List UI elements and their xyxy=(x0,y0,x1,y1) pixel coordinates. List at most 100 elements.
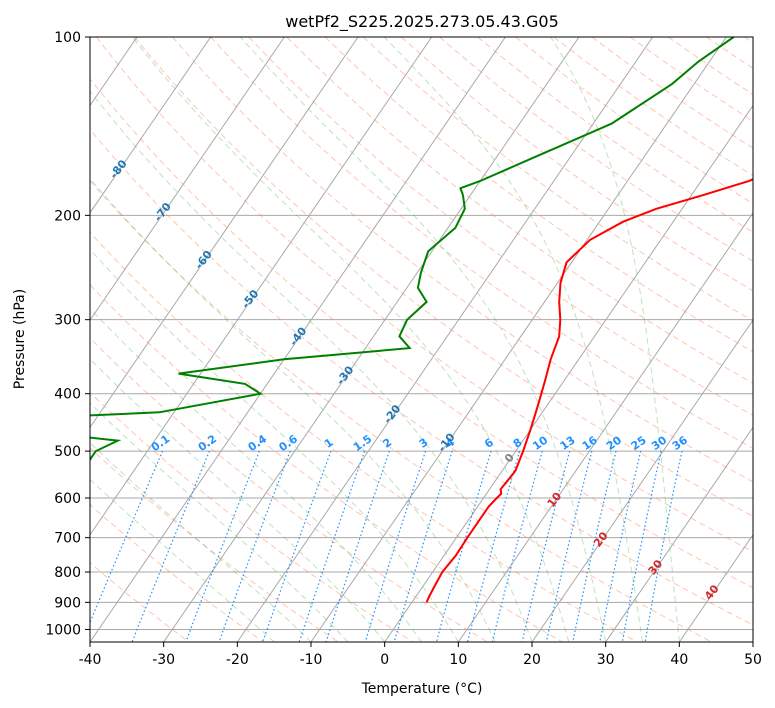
y-tick-label: 800 xyxy=(54,565,81,581)
mixing-ratio-line xyxy=(572,450,617,642)
mixing-ratio-line xyxy=(644,450,683,642)
y-tick-label: 200 xyxy=(54,208,81,224)
mixing-ratio-label: 16 xyxy=(580,433,600,453)
isotherm-label: -100 xyxy=(21,62,48,92)
moist-adiabat xyxy=(239,37,607,642)
dry-adiabat xyxy=(706,37,753,69)
y-tick-label: 500 xyxy=(54,444,81,460)
dry-adiabat xyxy=(515,37,753,205)
moist-adiabat xyxy=(90,90,533,642)
x-tick-label: -20 xyxy=(226,652,249,668)
dry-adiabat xyxy=(286,37,753,384)
dewpoint-profile xyxy=(90,37,735,462)
isotherm-line xyxy=(457,211,753,642)
mixing-ratio-label: 6 xyxy=(482,436,496,451)
isotherm-line xyxy=(752,641,753,642)
dry-adiabat xyxy=(172,37,753,483)
isotherm-line xyxy=(90,37,212,214)
plot-frame xyxy=(89,36,754,643)
mixing-ratio-line xyxy=(90,450,164,624)
moist-adiabat xyxy=(90,177,496,642)
isotherm-label: 10 xyxy=(545,490,565,510)
mixing-ratio-line xyxy=(185,450,260,642)
mixing-ratio-line xyxy=(621,450,662,642)
mixing-ratio-line xyxy=(298,450,366,642)
isotherm-label: -60 xyxy=(192,248,215,272)
isotherm-line xyxy=(236,37,654,642)
x-tick-label: 30 xyxy=(597,652,615,668)
moist-adiabat xyxy=(550,37,680,642)
y-tick-label: 700 xyxy=(54,531,81,547)
dry-adiabat xyxy=(667,37,753,96)
x-tick-label: 0 xyxy=(380,652,389,668)
mixing-ratio-label: 25 xyxy=(629,434,649,453)
dry-adiabat xyxy=(90,562,190,642)
mixing-ratio-line xyxy=(491,450,543,642)
isotherm-line xyxy=(0,37,63,642)
mixing-ratio-label: 30 xyxy=(649,433,669,453)
moist-adiabat xyxy=(90,358,386,642)
moist-adiabat xyxy=(383,37,643,642)
temperature-profile xyxy=(425,178,753,603)
isotherm-line xyxy=(90,37,506,642)
mixing-ratio-line xyxy=(435,450,492,642)
dry-adiabat xyxy=(439,37,753,262)
x-tick-label: 40 xyxy=(670,652,688,668)
mixing-ratio-label: 10 xyxy=(530,433,550,453)
y-axis-label: Pressure (hPa) xyxy=(12,289,28,389)
mixing-ratio-label: 1 xyxy=(322,436,336,451)
x-tick-label: 10 xyxy=(449,652,467,668)
isotherm-label: -80 xyxy=(107,157,130,181)
moist-adiabat xyxy=(131,37,570,642)
isotherm-line xyxy=(90,37,433,536)
dry-adiabat xyxy=(95,37,753,553)
dry-adiabat xyxy=(90,179,712,642)
y-tick-label: 900 xyxy=(54,595,81,611)
mixing-ratio-label: 20 xyxy=(604,433,624,453)
mixing-ratio-line xyxy=(545,450,593,642)
isotherm-label: -20 xyxy=(381,402,404,426)
y-tick-label: 1000 xyxy=(45,622,81,638)
mixing-ratio-line xyxy=(218,450,291,642)
isotherm-label: -40 xyxy=(287,324,310,348)
isotherm-label: 30 xyxy=(646,557,666,577)
isotherm-line xyxy=(678,533,753,642)
isotherm-line xyxy=(90,37,285,321)
dry-adiabat xyxy=(90,447,339,642)
mixing-ratio-line xyxy=(131,450,210,642)
dry-adiabat xyxy=(90,231,638,642)
dry-adiabat xyxy=(90,128,753,626)
x-axis-label: Temperature (°C) xyxy=(361,681,483,697)
mixing-ratio-label: 8 xyxy=(511,436,525,451)
x-tick-label: 50 xyxy=(744,652,762,668)
dry-adiabat xyxy=(248,37,753,416)
dry-adiabat xyxy=(744,37,753,44)
isotherm-line xyxy=(90,37,359,429)
y-tick-label: 600 xyxy=(54,491,81,507)
mixing-ratio-line xyxy=(521,450,571,642)
dry-adiabat xyxy=(90,337,488,642)
plot-area: 0.1 0.2 0.4 0.6 1 1.5 2 3 4 6 8 10 13 16 20 25 30 36-100-… xyxy=(0,37,753,642)
dry-adiabat xyxy=(400,37,753,292)
x-tick-label: -40 xyxy=(79,652,102,668)
y-tick-label: 400 xyxy=(54,387,81,403)
isotherm-line xyxy=(163,37,580,642)
mixing-ratio-line xyxy=(599,450,642,642)
moist-adiabat xyxy=(90,307,422,642)
isotherm-label: -70 xyxy=(152,200,175,224)
mixing-ratio-line xyxy=(466,450,521,642)
isotherm-line xyxy=(310,37,727,642)
y-axis: 100 200 300 400 500 600 700 800 900 1000 xyxy=(45,30,90,638)
isotherm-line xyxy=(531,319,753,642)
mixing-ratio-label: 3 xyxy=(417,436,431,451)
dry-adiabat xyxy=(90,284,563,642)
dry-adiabat xyxy=(90,78,753,589)
dry-adiabat xyxy=(90,503,264,642)
x-tick-label: -10 xyxy=(300,652,323,668)
isotherm-line xyxy=(605,426,753,642)
isotherm-label: -30 xyxy=(334,363,357,387)
moist-adiabat xyxy=(90,478,275,642)
isotherm-label: -90 xyxy=(66,110,89,134)
dry-adiabat xyxy=(477,37,753,233)
